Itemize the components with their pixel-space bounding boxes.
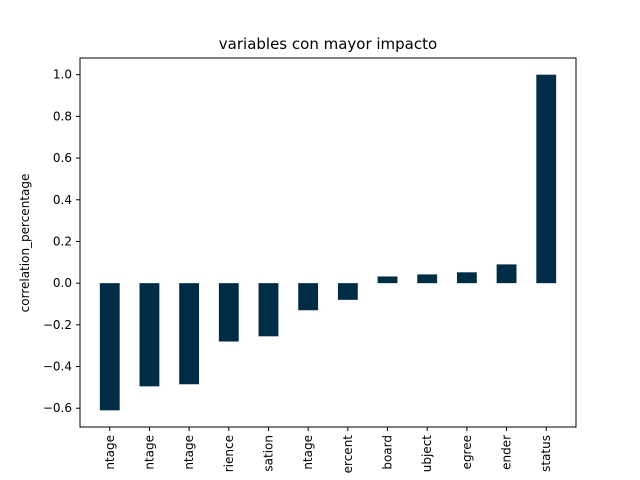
x-tick-label: ercent xyxy=(341,435,355,474)
x-tick-label: status xyxy=(539,435,553,472)
y-tick-label: 1.0 xyxy=(53,68,72,82)
y-axis: −0.6 −0.4 −0.2 0.0 0.2 0.4 0.6 0.8 1.0 xyxy=(43,68,80,415)
x-tick-label: egree xyxy=(460,435,474,469)
bar xyxy=(417,274,438,284)
x-tick-label: rience xyxy=(222,435,236,472)
bar xyxy=(337,283,358,300)
x-tick-label: ubject xyxy=(420,435,434,473)
x-tick-label: ender xyxy=(500,435,514,470)
x-tick-label: board xyxy=(381,435,395,470)
x-tick-label: ntage xyxy=(103,435,117,470)
bar xyxy=(456,272,477,284)
x-axis: ntage ntage ntage rience sation ntage ercent bo… xyxy=(103,427,553,473)
x-tick-label: ntage xyxy=(142,435,156,470)
bar xyxy=(377,276,398,284)
y-tick-label: 0.4 xyxy=(53,193,72,207)
y-tick-label: −0.4 xyxy=(43,360,72,374)
plot-frame xyxy=(79,57,577,428)
bar xyxy=(536,74,557,284)
y-tick-label: −0.2 xyxy=(43,318,72,332)
bar xyxy=(139,283,160,387)
x-tick-label: sation xyxy=(261,435,275,472)
bar xyxy=(258,283,279,337)
chart-title: variables con mayor impacto xyxy=(219,35,437,53)
bars-group xyxy=(99,74,557,411)
y-tick-label: 0.8 xyxy=(53,109,72,123)
y-tick-label: 0.0 xyxy=(53,276,72,290)
x-tick-label: ntage xyxy=(182,435,196,470)
bar xyxy=(179,283,200,385)
y-axis-label: correlation_percentage xyxy=(18,174,32,313)
bar xyxy=(298,283,319,311)
y-tick-label: −0.6 xyxy=(43,401,72,415)
y-tick-label: 0.2 xyxy=(53,234,72,248)
y-tick-label: 0.6 xyxy=(53,151,72,165)
x-tick-label: ntage xyxy=(301,435,315,470)
bar xyxy=(218,283,239,342)
bar xyxy=(99,283,120,411)
bar xyxy=(496,264,517,284)
